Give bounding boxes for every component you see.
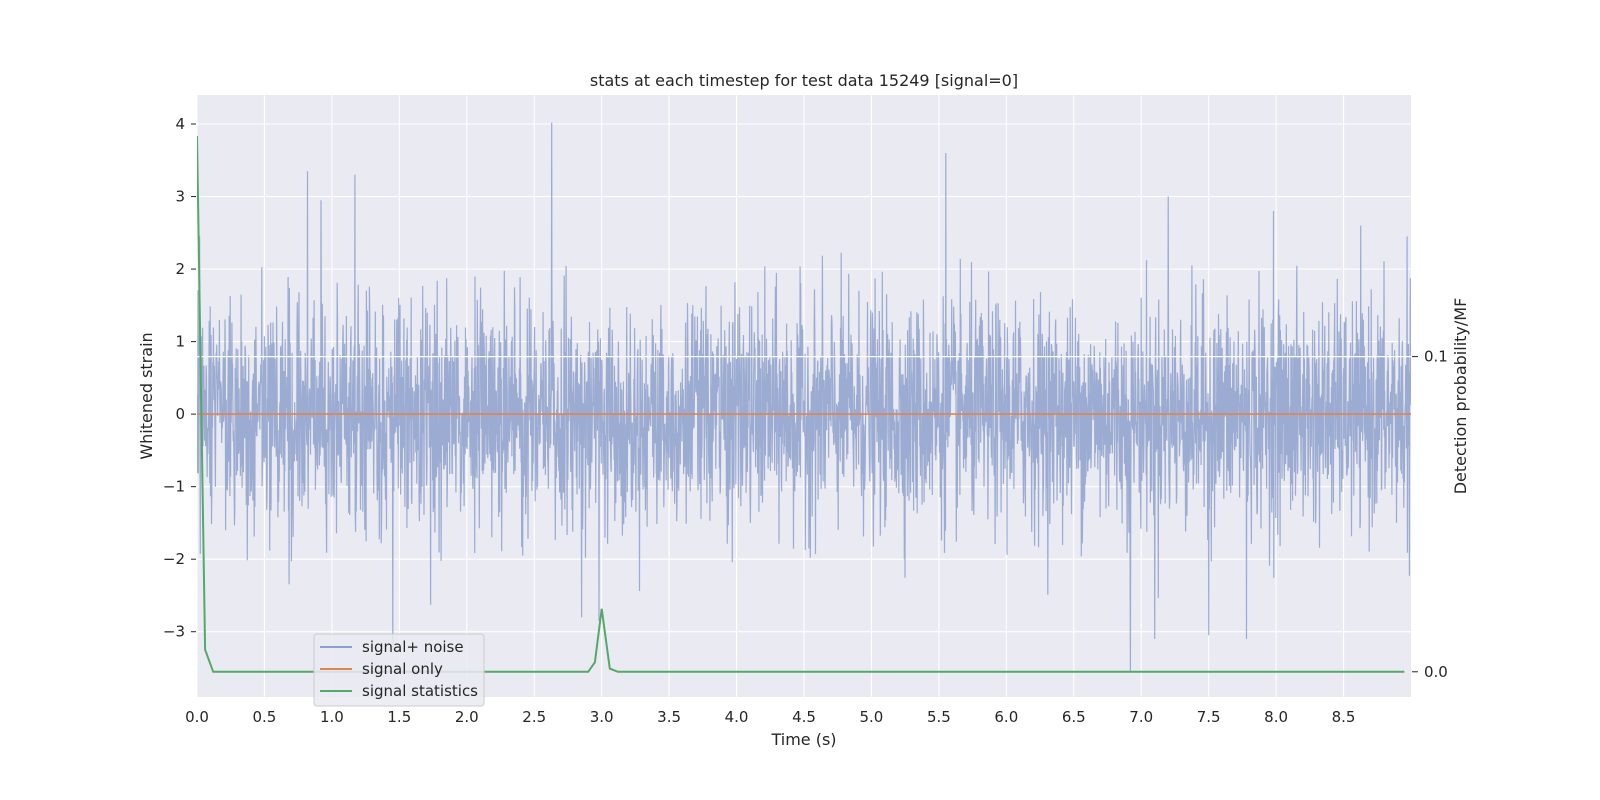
right-tick-label: 0.0	[1424, 663, 1448, 681]
legend-label-signal-noise: signal+ noise	[362, 638, 464, 656]
y-tick-label: 2	[175, 260, 185, 278]
right-tick-label: 0.1	[1424, 348, 1448, 366]
x-tick-label: 0.5	[253, 708, 277, 726]
legend-label-signal-statistics: signal statistics	[362, 682, 478, 700]
x-tick-label: 3.0	[590, 708, 614, 726]
y-tick-label: 0	[175, 405, 185, 423]
y-axis-label: Whitened strain	[137, 332, 156, 459]
y-tick-label: −2	[163, 550, 185, 568]
x-tick-label: 6.0	[994, 708, 1018, 726]
x-tick-label: 7.0	[1129, 708, 1153, 726]
series-layer	[197, 122, 1411, 673]
y-tick-label: 3	[175, 188, 185, 206]
series-signal-statistics	[197, 135, 1405, 673]
x-axis-label: Time (s)	[770, 730, 836, 749]
x-tick-label: 7.5	[1197, 708, 1221, 726]
series-signal-noise	[197, 122, 1411, 672]
right-axis-label: Detection probability/MF	[1451, 298, 1470, 495]
x-tick-label: 1.5	[387, 708, 411, 726]
legend-box	[313, 633, 485, 707]
y-tick-label: 4	[175, 115, 185, 133]
x-tick-label: 0.0	[185, 708, 209, 726]
x-tick-label: 8.5	[1332, 708, 1356, 726]
x-tick-label: 2.0	[455, 708, 479, 726]
ticks: 0.0 0.5 1.0 1.5 2.0 2.5 3.0 3.5 4.0 4.5 5.0 5.5 6.0 6…	[163, 115, 1448, 726]
legend-label-signal-only: signal only	[362, 660, 443, 678]
x-tick-label: 1.0	[320, 708, 344, 726]
y-tick-label: −3	[163, 623, 185, 641]
x-tick-label: 5.0	[860, 708, 884, 726]
y-tick-label: −1	[163, 478, 185, 496]
x-tick-label: 3.5	[657, 708, 681, 726]
y-tick-label: 1	[175, 333, 185, 351]
legend: signal+ noise signal only signal statist…	[313, 633, 485, 707]
x-tick-label: 4.5	[792, 708, 816, 726]
x-tick-label: 4.0	[725, 708, 749, 726]
chart-title: stats at each timestep for test data 152…	[590, 71, 1018, 90]
x-tick-label: 5.5	[927, 708, 951, 726]
x-tick-label: 2.5	[522, 708, 546, 726]
x-tick-label: 6.5	[1062, 708, 1086, 726]
x-tick-label: 8.0	[1264, 708, 1288, 726]
